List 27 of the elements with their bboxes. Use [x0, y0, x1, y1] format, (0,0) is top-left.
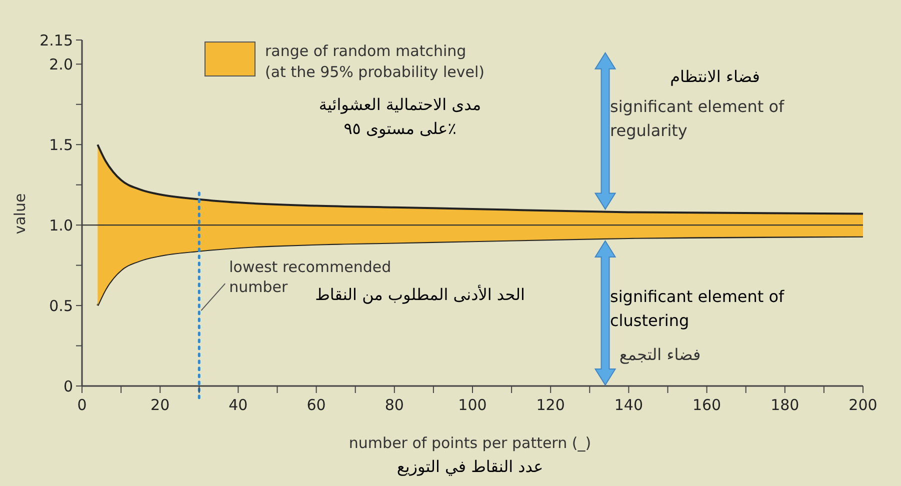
x-tick-label: 0	[77, 396, 87, 414]
x-tick-label: 120	[536, 396, 565, 414]
y-tick-label: 1.5	[49, 136, 73, 154]
x-tick-label: 200	[848, 396, 878, 414]
annotation: significant element of regularity	[610, 97, 785, 140]
x-tick-label: 140	[614, 396, 644, 414]
x-tick-label: 40	[228, 396, 248, 414]
y-tick-label: 0	[63, 377, 73, 396]
x-tick-label: 60	[306, 396, 326, 414]
annotation: فضاء التجمع	[619, 345, 701, 364]
annotation: الحد الأدنى المطلوب من النقاط	[315, 284, 525, 304]
y-tick-label: 0.5	[49, 296, 73, 315]
x-tick-label: 100	[458, 396, 487, 414]
legend-label: range of random matching (at the 95% probability level)	[265, 42, 485, 81]
y-tick-label: 1.0	[49, 216, 73, 234]
x-tick-label: 180	[770, 396, 800, 414]
x-tick-label: 20	[150, 396, 170, 414]
x-axis-title: number of points per pattern (_)	[348, 434, 592, 452]
annotation: فضاء الانتظام	[670, 67, 760, 86]
y-tick-label: 2.15	[40, 31, 73, 50]
text: عدد النقاط في التوزيع	[396, 457, 544, 476]
x-tick-label: 160	[692, 396, 722, 414]
y-axis-title: value	[11, 193, 29, 234]
annotation: significant element of clustering	[610, 287, 785, 330]
y-tick-label: 2.0	[49, 55, 73, 74]
annotation: مدى الاحتمالية العشوائية على مستوى ٩٥٪	[318, 95, 482, 138]
x-tick-label: 80	[384, 396, 404, 414]
